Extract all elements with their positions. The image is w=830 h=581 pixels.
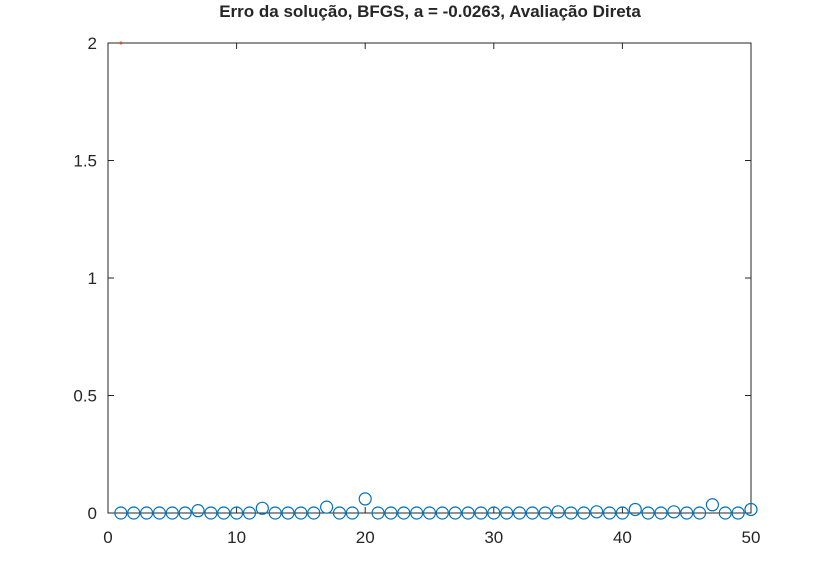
y-tick-label: 1.5 [73, 152, 97, 171]
data-point-circle [718, 506, 732, 520]
data-point-circle [705, 498, 720, 512]
data-point-circle [525, 506, 539, 520]
y-tick-label: 0 [88, 504, 97, 523]
data-point-circle [320, 500, 334, 514]
data-point-circle [268, 506, 282, 520]
data-point-circle [397, 506, 411, 520]
data-point-circle [217, 506, 231, 520]
data-point-circle [152, 506, 167, 520]
data-point-circle [512, 506, 527, 520]
data-point-circle [602, 506, 617, 520]
data-markers [114, 41, 758, 520]
data-point-circle [384, 506, 398, 520]
data-point-circle [114, 506, 128, 520]
data-point-circle [461, 506, 475, 520]
data-point-circle [435, 506, 449, 520]
x-tick-label: 10 [227, 528, 246, 547]
data-point-circle [281, 506, 295, 520]
data-point-circle [487, 506, 501, 520]
x-tick-label: 40 [613, 528, 632, 547]
x-tick-label: 20 [356, 528, 375, 547]
data-point-circle [165, 506, 179, 520]
data-point-circle [641, 506, 655, 520]
data-point-circle [744, 502, 758, 517]
data-point-circle [654, 506, 668, 520]
data-point-circle [230, 506, 244, 520]
data-point-circle [590, 505, 604, 519]
data-point-circle [127, 506, 141, 520]
data-point-circle [667, 505, 681, 519]
data-point-circle [538, 506, 552, 520]
y-tick-label: 0.5 [73, 387, 97, 406]
data-point-circle [358, 492, 372, 506]
data-point-circle [371, 506, 385, 520]
x-tick-label: 0 [103, 528, 112, 547]
data-point-dot [119, 41, 123, 45]
x-tick-label: 30 [484, 528, 503, 547]
data-point-circle [255, 501, 269, 515]
data-point-circle [242, 506, 257, 520]
data-point-circle [332, 506, 347, 520]
data-point-circle [307, 506, 321, 520]
data-point-circle [345, 506, 359, 520]
data-point-circle [294, 506, 308, 520]
data-point-circle [564, 506, 578, 520]
data-point-circle [410, 506, 424, 520]
y-tick-label: 2 [88, 34, 97, 53]
tick-labels: 0 10 20 30 40 50 0 0.5 1 1.5 2 [73, 34, 760, 547]
data-point-circle [139, 506, 154, 520]
data-point-circle [448, 506, 462, 520]
data-point-circle [615, 506, 630, 520]
data-point-circle [422, 506, 437, 520]
data-point-circle [628, 502, 642, 517]
data-point-circle [178, 506, 192, 520]
data-point-circle [680, 506, 694, 520]
data-point-circle [692, 506, 707, 520]
data-point-circle [204, 506, 218, 520]
data-point-circle [474, 506, 488, 520]
data-point-circle [551, 505, 565, 519]
y-tick-label: 1 [88, 269, 97, 288]
chart-title: Erro da solução, BFGS, a = -0.0263, Aval… [219, 2, 641, 21]
data-point-circle [731, 506, 745, 520]
x-tick-label: 50 [742, 528, 761, 547]
axis-ticks [107, 42, 752, 514]
data-point-circle [191, 504, 205, 518]
data-point-circle [500, 506, 514, 520]
data-point-circle [577, 506, 591, 520]
plot-area [107, 42, 752, 514]
